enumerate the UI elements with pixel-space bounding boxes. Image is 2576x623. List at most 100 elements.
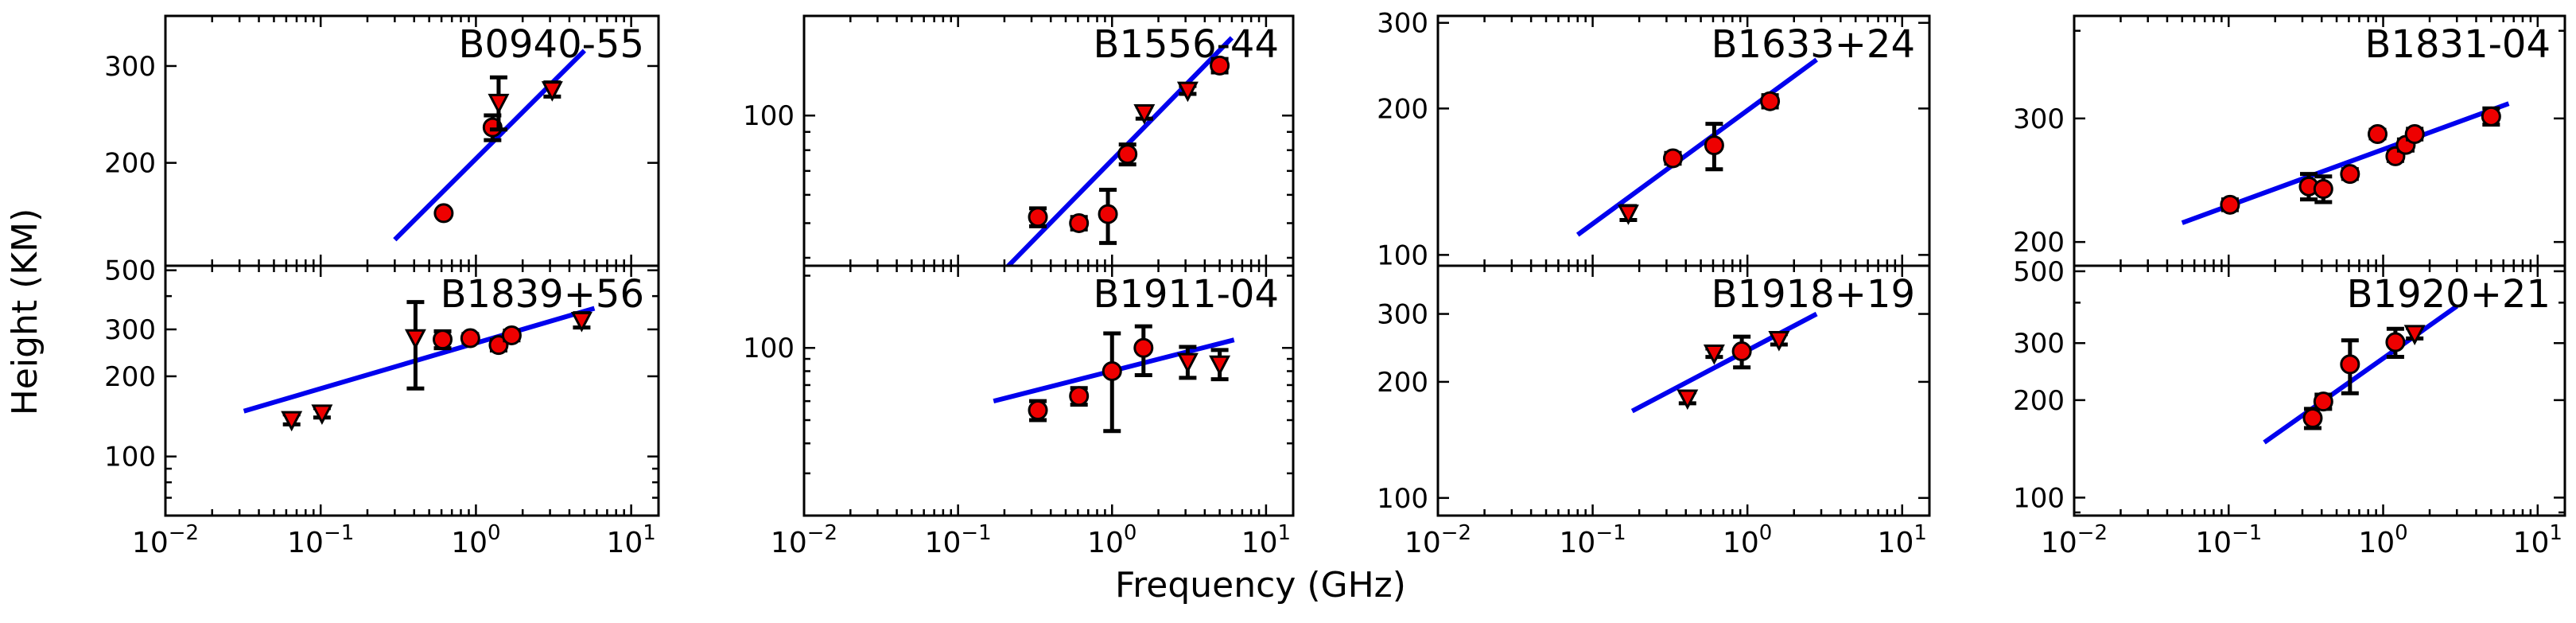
x-tick-label: 101: [606, 521, 655, 559]
data-point-triangle: [541, 81, 563, 102]
fit-line: [2263, 304, 2458, 445]
x-tick-label: 10−1: [287, 521, 354, 559]
x-tick-label: 10−1: [2195, 521, 2262, 559]
y-tick-label: 200: [1377, 93, 1428, 125]
panels-group: 200 300 B0940-55 100 200 300 500 10−2 10−1 100 101…: [104, 8, 2566, 559]
fit-line: [1576, 57, 1818, 237]
panel-title: B1839+56: [441, 272, 644, 317]
x-tick-label: 100: [451, 521, 500, 559]
panel-b1920+21: 100 200 300 500 10−2 10−1 100 101 B1920+21: [2013, 256, 2566, 559]
y-tick-label: 200: [1377, 367, 1428, 399]
x-tick-label: 101: [1241, 521, 1291, 559]
y-tick-label: 300: [1377, 299, 1428, 331]
data-point: [1731, 341, 1752, 362]
panel-title: B1918+19: [1712, 272, 1915, 317]
data-point: [2367, 124, 2388, 145]
y-axis-title: Height (KM): [5, 208, 45, 416]
data-point-triangle: [1703, 344, 1725, 365]
data-point-triangle: [311, 404, 333, 426]
data-point: [2340, 354, 2360, 375]
y-tick-label: 300: [2013, 103, 2065, 135]
x-axis-title: Frequency (GHz): [1115, 565, 1406, 605]
data-point-triangle: [1176, 352, 1199, 374]
data-point: [433, 329, 453, 350]
data-point-triangle: [1617, 204, 1639, 225]
x-tick-label: 10−1: [925, 521, 992, 559]
panel-b1911-04: 100 10−2 10−1 100 101 B1911-04: [743, 264, 1295, 559]
data-point: [2481, 106, 2501, 127]
data-point: [1028, 207, 1048, 228]
data-point: [1133, 337, 1154, 358]
y-tick-label: 200: [2013, 227, 2065, 259]
panel-title: B1633+24: [1712, 22, 1915, 67]
panel-b1831-04: 200 300 B1831-04: [2013, 14, 2566, 267]
data-point: [1102, 360, 1122, 381]
fit-line: [393, 49, 586, 242]
data-point: [1760, 91, 1781, 111]
panel-title: B1831-04: [2365, 22, 2551, 67]
y-tick-label: 300: [2013, 328, 2065, 360]
data-point: [2220, 194, 2240, 215]
data-point-triangle: [404, 329, 426, 350]
data-point: [1210, 55, 1230, 76]
x-tick-label: 100: [2358, 521, 2407, 559]
data-point: [433, 203, 454, 224]
panel-b1839+56: 100 200 300 500 10−2 10−1 100 101 B1839+56: [104, 255, 660, 559]
data-point-triangle: [1209, 355, 1231, 376]
x-tick-label: 10−2: [1405, 521, 1471, 559]
data-point: [1098, 204, 1118, 224]
panel-b1633+24: 100 200 300 B1633+24: [1377, 8, 1931, 271]
data-point: [1117, 144, 1138, 165]
data-point: [2340, 164, 2360, 185]
data-point: [2302, 407, 2323, 428]
y-tick-label: 500: [2013, 256, 2065, 288]
data-point: [2385, 332, 2406, 352]
data-point-triangle: [2403, 325, 2426, 346]
y-tick-label: 100: [104, 442, 156, 473]
data-point-triangle: [1768, 331, 1790, 352]
y-tick-label: 200: [104, 148, 156, 180]
x-tick-label: 10−2: [771, 521, 837, 559]
data-point: [2404, 124, 2425, 145]
y-tick-label: 200: [2013, 385, 2065, 417]
y-tick-label: 100: [1377, 239, 1428, 271]
panel-title: B0940-55: [459, 22, 644, 67]
y-tick-label: 500: [104, 255, 156, 287]
x-tick-label: 100: [1723, 521, 1772, 559]
panel-b1556-44: 100 B1556-44: [743, 14, 1295, 267]
panel-title: B1911-04: [1094, 272, 1279, 317]
data-point-triangle: [488, 93, 510, 115]
x-tick-label: 101: [2513, 521, 2562, 559]
y-tick-label: 100: [743, 100, 795, 132]
y-tick-label: 300: [104, 314, 156, 346]
panel-title: B1920+21: [2347, 272, 2551, 317]
panel-title: B1556-44: [1094, 22, 1279, 67]
fit-line: [1630, 311, 1818, 414]
data-point: [1069, 386, 1090, 407]
y-tick-label: 100: [1377, 483, 1428, 515]
x-tick-label: 10−2: [132, 521, 199, 559]
panel-frame: [802, 264, 1295, 517]
data-point: [1069, 212, 1090, 233]
data-point-triangle: [1677, 389, 1699, 411]
data-point: [1662, 148, 1683, 169]
data-point: [460, 328, 480, 348]
data-point-triangle: [1176, 81, 1199, 103]
data-point: [2313, 391, 2333, 412]
data-point: [1028, 400, 1048, 421]
x-tick-label: 101: [1878, 521, 1927, 559]
panel-b1918+19: 100 200 300 10−2 10−1 100 101 B1918+19: [1377, 264, 1931, 559]
data-point: [1704, 135, 1724, 156]
panel-frame: [2073, 264, 2566, 517]
y-tick-label: 300: [104, 51, 156, 83]
x-tick-label: 100: [1087, 521, 1136, 559]
data-point: [501, 325, 522, 345]
y-tick-label: 100: [2013, 482, 2065, 514]
data-point-triangle: [1133, 104, 1156, 125]
data-point-triangle: [570, 312, 593, 333]
y-tick-label: 300: [1377, 8, 1428, 40]
fit-line: [243, 306, 596, 414]
x-tick-label: 10−2: [2041, 521, 2108, 559]
y-tick-label: 100: [743, 333, 795, 364]
